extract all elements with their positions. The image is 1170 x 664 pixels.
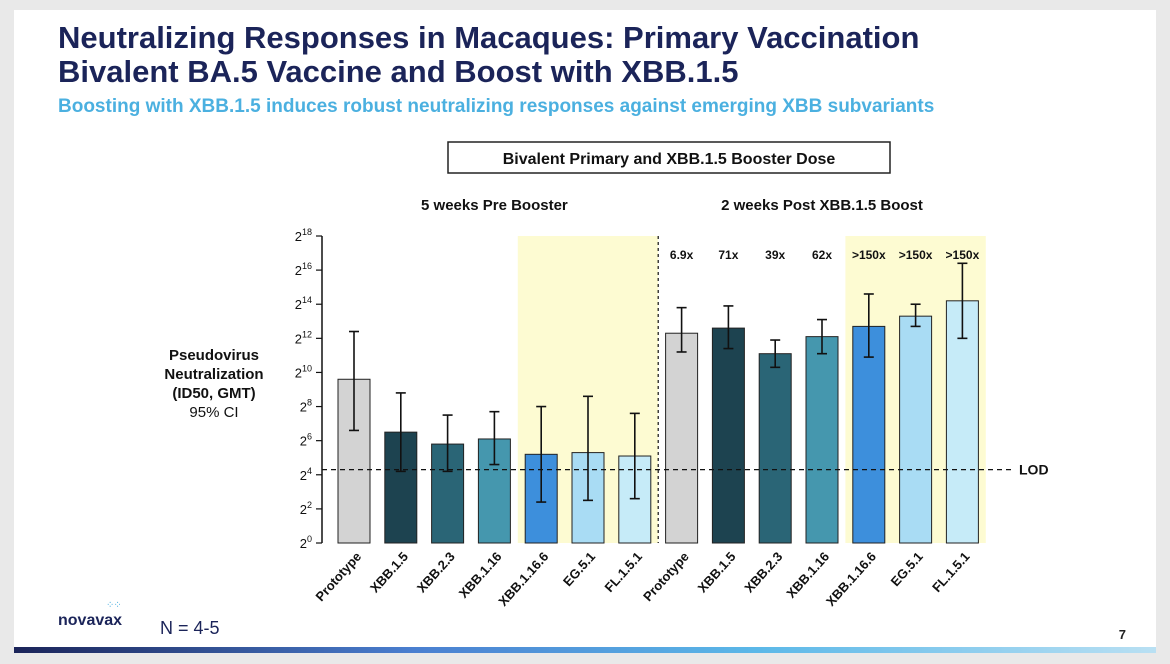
y-tick-label-0: 20 <box>300 534 312 551</box>
logo-dots-icon: ⁘⁘ <box>106 600 122 611</box>
y-tick-label-8: 28 <box>300 398 312 415</box>
x-tick-label-1-XBB.1.5: XBB.1.5 <box>695 549 739 596</box>
chart-title-box <box>447 141 891 174</box>
bar-1-XBB.2.3 <box>758 353 792 544</box>
fold-change-EG.5.1: >150x <box>899 248 933 262</box>
y-axis-label: Pseudovirus Neutralization (ID50, GMT) 9… <box>154 346 274 422</box>
slide-title-line2: Bivalent BA.5 Vaccine and Boost with XBB… <box>58 54 739 89</box>
y-axis-label-line2: Neutralization <box>164 366 264 383</box>
x-tick-label-0-EG.5.1: EG.5.1 <box>560 549 598 589</box>
bar-1-Prototype <box>665 332 699 544</box>
y-tick-label-10: 210 <box>295 363 312 380</box>
x-tick-label-0-XBB.1.16: XBB.1.16 <box>456 549 505 601</box>
y-axis-label-line1: Pseudovirus <box>168 347 260 364</box>
y-tick-label-18: 218 <box>295 227 312 244</box>
fold-change-Prototype: 6.9x <box>670 248 694 262</box>
x-tick-label-1-XBB.1.16: XBB.1.16 <box>783 549 832 601</box>
chart: Bivalent Primary and XBB.1.5 Booster Dos… <box>295 141 1049 609</box>
fold-change-XBB.1.16.6: >150x <box>852 248 886 262</box>
x-tick-label-0-FL.1.5.1: FL.1.5.1 <box>601 549 645 595</box>
sample-size-note: N = 4-5 <box>160 618 220 638</box>
bar-1-FL.1.5.1 <box>945 300 979 544</box>
x-tick-label-1-XBB.1.16.6: XBB.1.16.6 <box>823 549 879 609</box>
x-tick-label-0-XBB.2.3: XBB.2.3 <box>414 549 458 596</box>
x-tick-label-0-XBB.1.16.6: XBB.1.16.6 <box>495 549 551 609</box>
y-tick-label-16: 216 <box>295 261 312 278</box>
y-tick-label-12: 212 <box>295 329 312 346</box>
x-tick-label-1-Prototype: Prototype <box>640 549 692 604</box>
chart-title: Bivalent Primary and XBB.1.5 Booster Dos… <box>503 151 836 168</box>
page-number: 7 <box>1118 627 1126 642</box>
slide-title-line1: Neutralizing Responses in Macaques: Prim… <box>58 20 920 55</box>
x-tick-label-1-EG.5.1: EG.5.1 <box>888 549 926 589</box>
fold-change-XBB.2.3: 39x <box>765 248 785 262</box>
bar-1-XBB.1.16.6 <box>852 325 886 544</box>
y-tick-label-2: 22 <box>300 500 312 517</box>
x-tick-label-1-FL.1.5.1: FL.1.5.1 <box>929 549 973 595</box>
x-tick-label-1-XBB.2.3: XBB.2.3 <box>741 549 785 596</box>
y-axis-label-sub: 95% CI <box>189 404 239 421</box>
slide: Neutralizing Responses in Macaques: Prim… <box>14 10 1156 653</box>
bar-1-EG.5.1 <box>899 315 933 544</box>
lod-label: LOD <box>1019 462 1049 478</box>
x-tick-label-0-Prototype: Prototype <box>312 549 364 604</box>
y-tick-label-6: 26 <box>300 432 312 449</box>
fold-change-FL.1.5.1: >150x <box>946 248 980 262</box>
bar-1-XBB.1.16 <box>805 336 839 544</box>
fold-change-XBB.1.16: 62x <box>812 248 832 262</box>
footer-gradient-bar <box>14 647 1156 653</box>
y-tick-label-4: 24 <box>300 466 312 483</box>
y-axis-label-line3: (ID50, GMT) <box>172 385 256 402</box>
bar-1-XBB.1.5 <box>711 327 745 544</box>
fold-change-XBB.1.5: 71x <box>718 248 738 262</box>
group-header-1: 2 weeks Post XBB.1.5 Boost <box>721 197 923 214</box>
group-header-0: 5 weeks Pre Booster <box>421 197 568 214</box>
x-tick-label-0-XBB.1.5: XBB.1.5 <box>367 549 411 596</box>
novavax-logo: novavax <box>58 612 123 629</box>
slide-subtitle: Boosting with XBB.1.5 induces robust neu… <box>58 96 935 117</box>
y-tick-label-14: 214 <box>295 295 312 312</box>
